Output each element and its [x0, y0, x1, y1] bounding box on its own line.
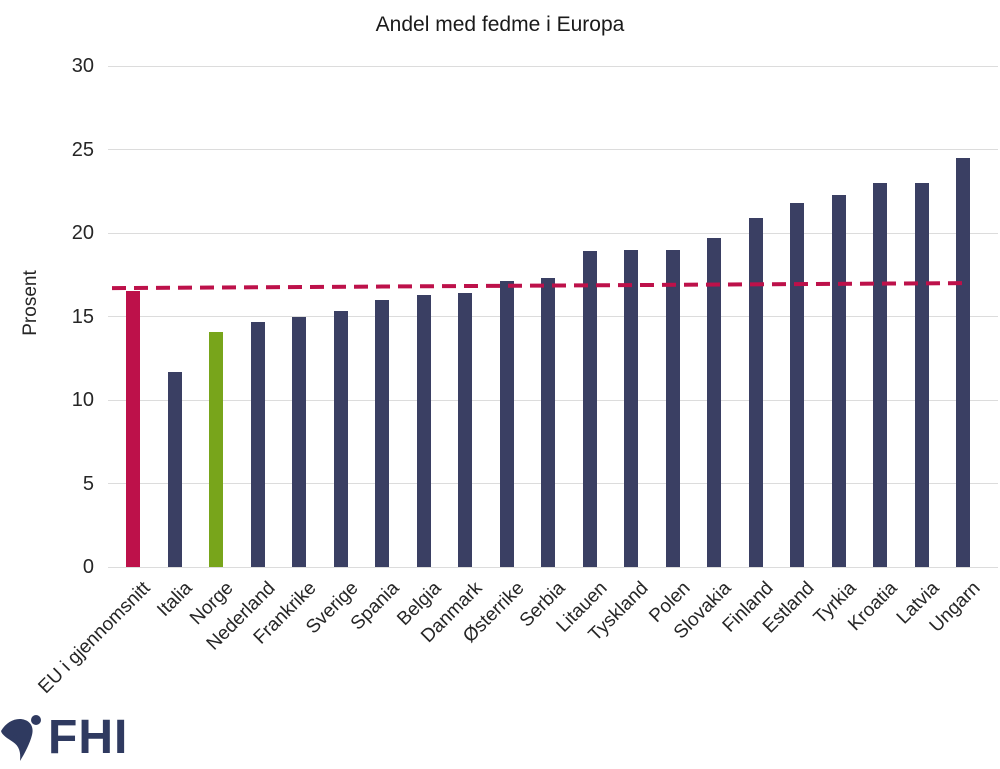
y-tick-label-0: 0	[82, 556, 94, 578]
bar-nederland	[250, 321, 265, 567]
bar-danmark	[458, 293, 472, 567]
bar-tyskland	[624, 249, 638, 567]
gridline-30	[108, 65, 998, 67]
bar-frankrike	[292, 316, 306, 567]
bar-osterrike	[499, 281, 514, 567]
y-tick-label-5: 5	[82, 472, 94, 495]
bar-serbia	[541, 278, 555, 567]
bar-estland	[790, 202, 804, 567]
bar-litauen	[582, 251, 597, 567]
y-tick-label-15: 15	[71, 305, 94, 328]
fhi-logo-text: FHI	[48, 711, 129, 764]
y-tick-label-30: 30	[71, 55, 94, 77]
bar-belgia	[416, 294, 431, 567]
bar-tyrkia	[831, 194, 846, 567]
bar-finland	[748, 217, 763, 567]
fhi-logo-mark-icon	[1, 715, 41, 761]
bar-kroatia	[873, 182, 887, 567]
chart-title: Andel med fedme i Europa	[375, 13, 625, 36]
fhi-logo: FHI	[0, 705, 200, 769]
bar-polen	[665, 249, 680, 567]
y-tick-label-20: 20	[71, 222, 94, 244]
y-tick-label-25: 25	[71, 138, 94, 161]
bar-sverige	[333, 311, 348, 567]
gridline-20	[108, 232, 998, 234]
bar-slovakia	[707, 238, 721, 567]
gridline-25	[108, 149, 998, 150]
y-tick-label-10: 10	[71, 389, 94, 411]
bar-latvia	[914, 182, 929, 567]
y-axis-title: Prosent	[20, 270, 41, 336]
bar-norge	[209, 331, 223, 567]
bar-spania	[375, 299, 389, 567]
bar-eu-i-gjennomsnitt	[126, 291, 140, 567]
bar-ungarn	[956, 157, 970, 567]
bar-italia	[167, 371, 182, 567]
gridline-0	[108, 566, 998, 568]
